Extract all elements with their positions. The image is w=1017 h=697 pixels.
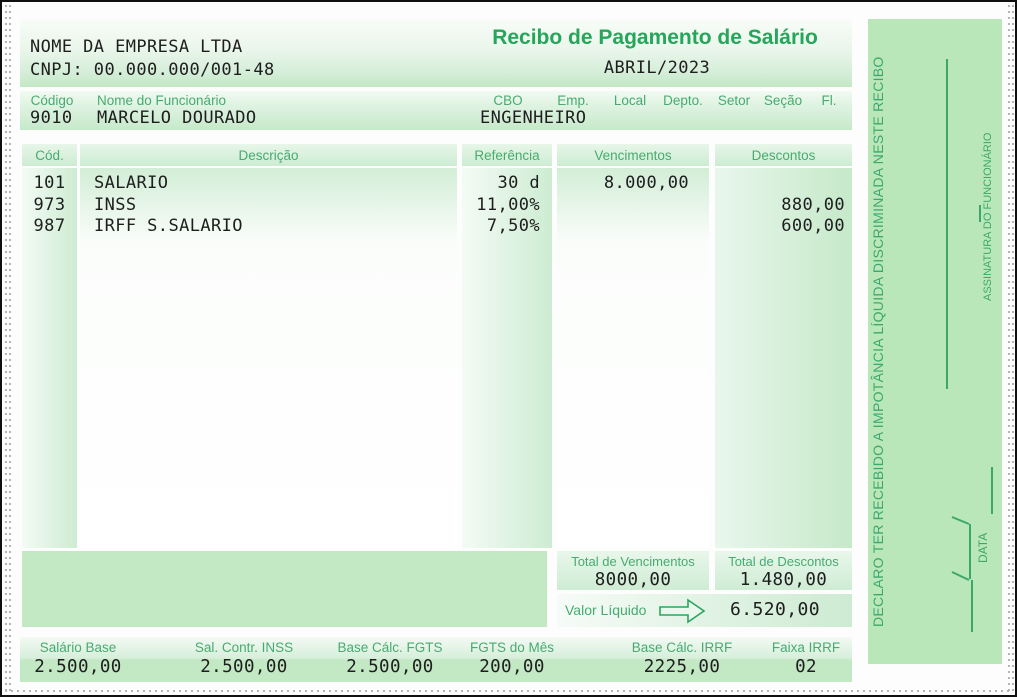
footer-value: 2.500,00 [34, 657, 122, 677]
filler-panel [22, 551, 547, 627]
perforation-left-inner [9, 5, 11, 692]
table-cell: 11,00% [476, 194, 540, 215]
perforation-left-outer [5, 5, 7, 692]
table-cell [715, 173, 845, 195]
date-slash-1 [951, 516, 970, 525]
footer-value: 2.500,00 [200, 657, 288, 677]
table-cell: 600,00 [781, 216, 845, 236]
company-name: NOME DA EMPRESA LTDA [30, 37, 243, 57]
footer-value: 02 [795, 657, 817, 677]
footer-value: 2.500,00 [346, 657, 434, 677]
column-vencimentos: 8.000,00 [557, 168, 709, 548]
footer-col-base-calc-irrf: Base Cálc. IRRF 2225,00 [602, 640, 762, 677]
total-descontos: Total de Descontos 1.480,00 [715, 551, 852, 590]
col-header-referencia: Referência [462, 144, 552, 166]
total-vencimentos-value: 8000,00 [594, 570, 672, 590]
employee-local-label: Local [613, 93, 647, 108]
company-cnpj: CNPJ: 00.000.000/001-48 [30, 60, 275, 80]
employee-band: Código Nome do Funcionário CBO Emp. Loca… [20, 91, 852, 130]
employee-code-value: 9010 [30, 108, 73, 128]
column-cod: 101 973 987 [22, 168, 77, 548]
footer-band: Salário Base 2.500,00 Sal. Contr. INSS 2… [20, 637, 852, 682]
employee-code-label: Código [30, 93, 74, 108]
footer-col-faixa-irrf: Faixa IRRF 02 [726, 640, 886, 677]
column-descricao: SALARIO INSS IRFF S.SALARIO [80, 168, 457, 548]
footer-col-fgts-do-mes: FGTS do Mês 200,00 [432, 640, 592, 677]
footer-label: Base Cálc. IRRF [631, 640, 733, 655]
perforation-right-inner [1008, 5, 1010, 692]
footer-value: 200,00 [479, 657, 545, 677]
footer-label: Sal. Contr. INSS [194, 640, 294, 655]
col-header-cod: Cód. [22, 144, 77, 166]
perforation-right-outer [1012, 5, 1014, 692]
footer-value: 2225,00 [643, 657, 721, 677]
table-cell: IRFF S.SALARIO [94, 216, 243, 236]
footer-label: Salário Base [39, 640, 117, 655]
valor-liquido-value: 6.520,00 [730, 599, 820, 620]
employee-fl-label: Fl. [821, 93, 837, 108]
column-descontos: 880,00 600,00 [715, 168, 852, 548]
valor-liquido-label: Valor Líquido [565, 602, 647, 618]
footer-col-sal-contr-inss: Sal. Contr. INSS 2.500,00 [164, 640, 324, 677]
date-slash-2 [951, 571, 970, 581]
table-cell: 8.000,00 [603, 173, 689, 193]
table-cell: 30 d [497, 173, 540, 193]
table-cell: 101 [33, 173, 66, 193]
arrow-right-icon [657, 597, 707, 630]
header-band: NOME DA EMPRESA LTDA CNPJ: 00.000.000/00… [20, 19, 852, 87]
valor-liquido-row: Valor Líquido 6.520,00 [557, 594, 852, 627]
signature-sidebar: DECLARO TER RECEBIDO A IMPOTÂNCIA LÍQUID… [868, 19, 1002, 664]
sidebar-lines [946, 59, 993, 632]
employee-cbo-value: ENGENHEIRO [480, 108, 587, 128]
total-descontos-label: Total de Descontos [728, 554, 839, 569]
footer-col-base-calc-fgts: Base Cálc. FGTS 2.500,00 [310, 640, 470, 677]
employee-secao-label: Seção [763, 93, 803, 108]
table-cell: 7,50% [486, 216, 540, 236]
total-descontos-value: 1.480,00 [739, 570, 828, 590]
employee-name-value: MARCELO DOURADO [97, 108, 257, 128]
pay-period: ABRIL/2023 [603, 58, 711, 78]
col-header-descricao: Descrição [80, 144, 457, 166]
employee-name-label: Nome do Funcionário [97, 93, 227, 108]
col-header-descontos: Descontos [715, 144, 852, 166]
employee-setor-label: Setor [717, 93, 751, 108]
table-cell: 987 [33, 216, 66, 236]
total-vencimentos-label: Total de Vencimentos [571, 554, 695, 569]
footer-label: Base Cálc. FGTS [337, 640, 443, 655]
employee-emp-label: Emp. [557, 93, 589, 108]
table-cell: INSS [94, 194, 137, 215]
table-cell [557, 216, 689, 238]
col-header-vencimentos: Vencimentos [557, 144, 709, 166]
footer-col-salario-base: Salário Base 2.500,00 [2, 640, 158, 677]
perforation-bottom [5, 690, 1012, 692]
employee-cbo-label: CBO [493, 93, 523, 108]
table-cell: SALARIO [94, 173, 169, 193]
total-vencimentos: Total de Vencimentos 8000,00 [557, 551, 709, 590]
table-cell [557, 195, 689, 217]
table-cell: 973 [33, 194, 66, 215]
footer-label: FGTS do Mês [469, 640, 555, 655]
document-title: Recibo de Pagamento de Salário [492, 26, 818, 49]
column-referencia: 30 d 11,00% 7,50% [462, 168, 552, 548]
employee-depto-label: Depto. [663, 93, 703, 108]
footer-label: Faixa IRRF [771, 640, 841, 655]
table-cell: 880,00 [781, 194, 845, 215]
